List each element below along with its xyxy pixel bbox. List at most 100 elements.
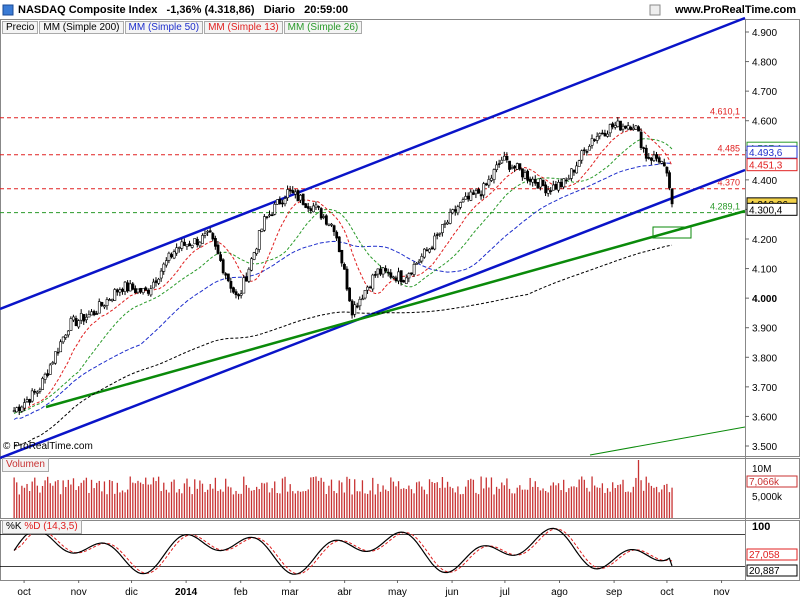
volume-bar (361, 480, 364, 518)
candle-body (381, 267, 385, 275)
volume-bar (397, 481, 400, 518)
candle-body (242, 277, 246, 294)
volume-bar (514, 493, 516, 518)
volume-bar (405, 489, 407, 518)
candle-body (340, 249, 344, 264)
volume-bar (72, 478, 75, 518)
volume-bar (446, 481, 449, 518)
volume-bar (658, 492, 660, 518)
candle-body (613, 125, 617, 128)
volume-bar (165, 489, 168, 518)
volume-bar (279, 493, 281, 518)
volume-bar (516, 487, 518, 518)
time-tick-label: mar (281, 587, 299, 598)
candle-body (250, 258, 253, 271)
candle-body (505, 156, 509, 161)
candle-body (330, 223, 333, 226)
ma26-line (13, 138, 673, 415)
candle-body (430, 247, 434, 250)
volume-bar (206, 489, 209, 518)
candle-body (23, 402, 26, 409)
volume-bar (570, 486, 573, 518)
volume-bar (59, 494, 62, 518)
indicator-mm200[interactable]: MM (Simple 200) (39, 21, 124, 34)
candle-body (402, 280, 406, 283)
volume-bar (49, 483, 51, 518)
candle-body (595, 136, 599, 141)
volume-bar (312, 477, 315, 518)
candle-body (278, 198, 282, 205)
volume-bar (485, 477, 487, 518)
toolbar-icon (649, 4, 661, 16)
volume-bar (235, 490, 237, 518)
candle-body (603, 132, 607, 137)
indicator-price[interactable]: Precio (2, 21, 39, 34)
candle-body (92, 311, 96, 316)
candle-body (234, 291, 238, 296)
candle-body (322, 216, 326, 218)
volume-bar (604, 492, 606, 518)
volume-bar (653, 487, 655, 518)
volume-bar (532, 486, 534, 518)
candle-body (549, 190, 553, 192)
candle-body (487, 179, 491, 186)
candle-body (593, 139, 597, 141)
volume-bar (655, 486, 658, 518)
candle-body (201, 235, 204, 244)
volume-bar (369, 490, 371, 518)
candle-body (415, 263, 419, 265)
volume-bar (214, 477, 217, 518)
volume-bar (266, 482, 268, 518)
candle-body (314, 204, 318, 208)
volume-bar (23, 487, 26, 518)
candle-body (631, 127, 635, 130)
candle-body (121, 288, 124, 292)
candle-body (564, 179, 568, 182)
candle-body (567, 177, 571, 180)
stoch-label[interactable]: %K %D (14,3,5) (2, 520, 82, 534)
candle-body (637, 126, 640, 132)
candle-body (438, 232, 442, 235)
candle-body (17, 406, 21, 412)
time-tick-label: dic (125, 587, 138, 598)
volume-bar (80, 482, 82, 518)
volume-label[interactable]: Volumen (2, 458, 49, 472)
volume-axis-label: 10M (752, 464, 771, 475)
candle-body (443, 223, 447, 225)
volume-bar (477, 494, 480, 518)
candle-body (662, 162, 666, 167)
candle-body (363, 290, 367, 299)
candle-body (552, 184, 555, 191)
volume-bar (34, 477, 36, 518)
candle-body (544, 184, 548, 194)
volume-bar (88, 492, 90, 518)
volume-bar (434, 483, 436, 518)
candle-body (15, 407, 19, 413)
candle-body (652, 154, 656, 161)
candle-body (275, 199, 279, 205)
candle-body (376, 268, 380, 275)
candle-body (598, 133, 602, 137)
candle-body (441, 224, 444, 233)
volume-bar (132, 482, 134, 518)
candle-body (394, 277, 398, 282)
candle-body (626, 125, 630, 130)
volume-bar (387, 491, 389, 518)
indicator-mm26[interactable]: MM (Simple 26) (283, 21, 363, 34)
indicator-mm50[interactable]: MM (Simple 50) (124, 21, 204, 34)
volume-bar (121, 490, 124, 518)
candle-body (353, 304, 357, 315)
volume-bar (256, 486, 258, 518)
volume-bar (596, 487, 598, 518)
candle-body (270, 214, 274, 217)
volume-bar (395, 486, 397, 518)
indicator-mm13[interactable]: MM (Simple 13) (204, 21, 283, 34)
candle-body (301, 193, 305, 205)
candle-body (490, 177, 493, 181)
price-tick-label: 4.400 (752, 176, 777, 187)
site-link[interactable]: www.ProRealTime.com (674, 4, 796, 16)
candle-body (435, 234, 439, 236)
volume-bar (199, 480, 201, 518)
volume-bar (139, 482, 142, 518)
